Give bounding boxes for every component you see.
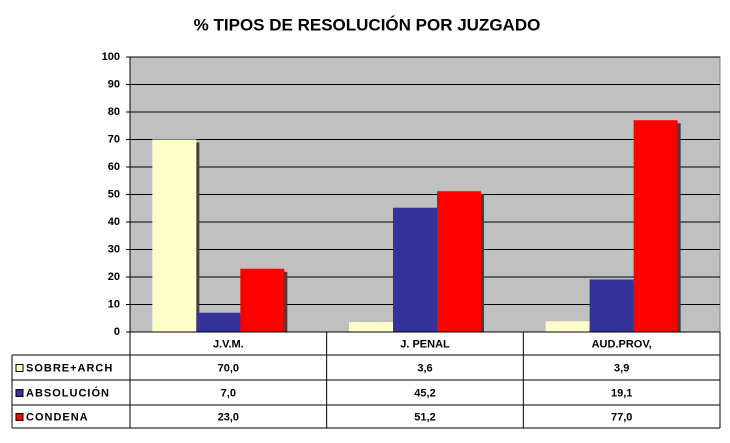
x-tick-label: J. PENAL	[400, 338, 450, 350]
table-value: 19,1	[611, 387, 632, 399]
y-tick-label: 40	[108, 216, 120, 228]
y-tick-label: 30	[108, 243, 120, 255]
y-tick-label: 10	[108, 298, 120, 310]
bar	[545, 321, 590, 332]
x-tick-label: J.V.M.	[213, 338, 244, 350]
bar	[589, 279, 634, 332]
y-tick-label: 0	[114, 326, 120, 338]
table-value: 3,6	[417, 362, 432, 374]
x-tick-label: AUD.PROV,	[592, 338, 652, 350]
legend-swatch	[15, 364, 24, 372]
bar	[393, 207, 437, 332]
y-tick-label: 50	[108, 188, 120, 200]
legend-label: ABSOLUCIÓN	[26, 386, 110, 399]
legend-label: CONDENA	[26, 411, 89, 423]
bar	[437, 191, 481, 332]
bar	[349, 322, 393, 332]
table-value: 7,0	[221, 387, 236, 399]
table-value: 45,2	[414, 387, 435, 399]
y-tick-label: 70	[108, 133, 120, 145]
y-tick-label: 60	[108, 161, 120, 173]
y-tick-label: 90	[108, 78, 120, 90]
chart-title: % TIPOS DE RESOLUCIÓN POR JUZGADO	[194, 15, 541, 34]
table-value: 70,0	[218, 362, 239, 374]
table-value: 3,9	[614, 362, 629, 374]
bar	[240, 268, 285, 332]
legend-swatch	[15, 413, 24, 421]
bar	[152, 139, 197, 332]
y-tick-label: 20	[108, 271, 120, 283]
table-value: 77,0	[611, 411, 632, 423]
legend-label: SOBRE+ARCH	[26, 362, 113, 374]
y-tick-label: 80	[108, 106, 120, 118]
bar	[196, 312, 241, 332]
y-tick-label: 100	[102, 51, 120, 63]
table-value: 51,2	[414, 411, 435, 423]
legend-swatch	[15, 389, 24, 397]
bar	[633, 120, 678, 332]
table-value: 23,0	[218, 411, 239, 423]
